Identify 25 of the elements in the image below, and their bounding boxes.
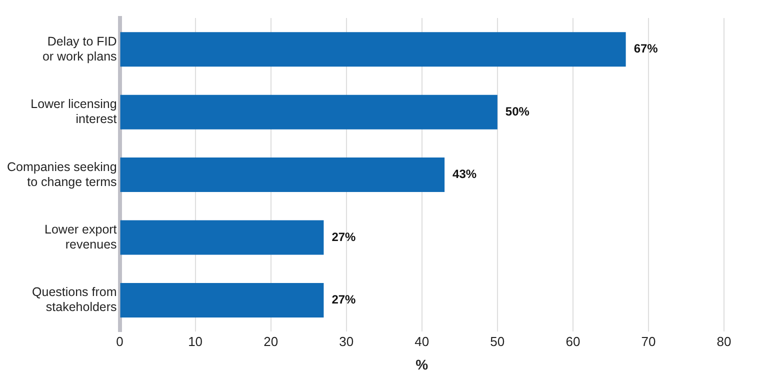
x-axis-title: % — [416, 356, 429, 372]
data-label: 67% — [634, 42, 658, 56]
x-tick-label: 20 — [264, 334, 278, 349]
bar — [120, 32, 626, 67]
x-tick-label: 70 — [641, 334, 656, 349]
x-tick-label: 50 — [490, 334, 505, 349]
x-tick-label: 0 — [116, 334, 124, 349]
bar — [120, 220, 324, 255]
data-label: 50% — [505, 104, 530, 118]
data-label: 43% — [452, 167, 477, 182]
bar — [120, 158, 445, 192]
y-tick-label: Lower export revenues — [44, 222, 118, 252]
x-tick-label: 30 — [339, 334, 354, 349]
y-tick-label: Companies seeking to change terms — [6, 160, 117, 189]
data-label: 27% — [332, 230, 356, 244]
y-tick-label: Lower licensing interest — [30, 97, 118, 126]
y-tick-label: Delay to FID or work plans — [42, 34, 117, 64]
y-tick-label: Questions from stakeholders — [32, 285, 117, 314]
x-tick-label: 10 — [188, 334, 203, 349]
bar — [120, 94, 498, 130]
x-tick-label: 80 — [716, 334, 732, 349]
x-tick-label: 60 — [566, 334, 580, 349]
x-tick-label: 40 — [414, 334, 430, 349]
data-label: 27% — [332, 292, 356, 307]
bar — [120, 282, 324, 318]
